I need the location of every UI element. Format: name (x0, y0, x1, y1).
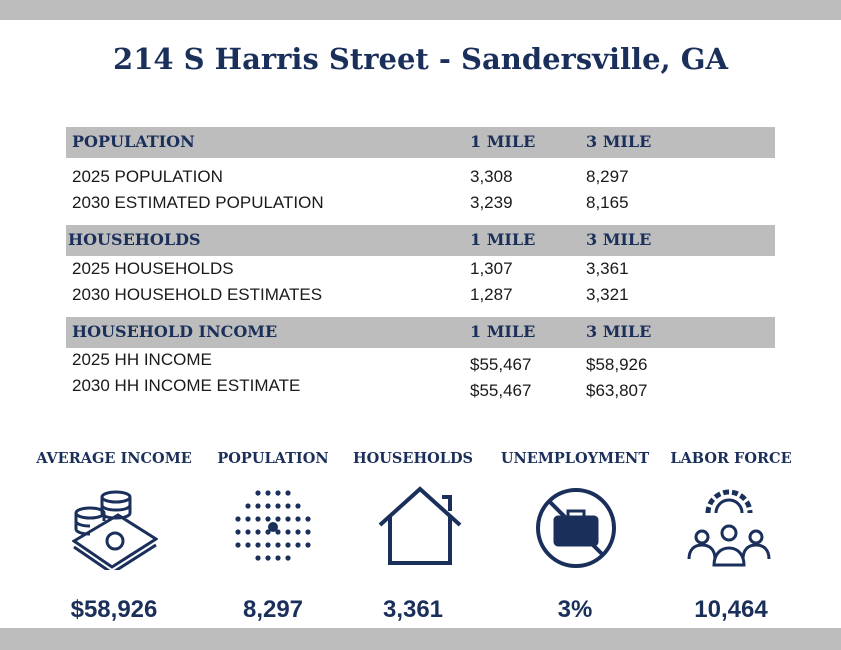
person-dot (255, 503, 261, 509)
income-icon (72, 490, 158, 570)
person-dot (285, 490, 291, 496)
person-dot (255, 490, 261, 496)
person-dot (285, 503, 291, 509)
person-dot (265, 516, 271, 522)
person-dot (295, 542, 301, 548)
person-dot (285, 555, 291, 561)
label-cell: 2030 HH INCOME ESTIMATE (72, 376, 301, 395)
header-cell: HOUSEHOLD INCOME (72, 322, 278, 341)
value-cell: $55,467 (470, 355, 532, 374)
value-cell: 8,297 (586, 167, 629, 186)
person-dot (285, 516, 291, 522)
value-cell: $55,467 (470, 381, 532, 400)
person-dot (255, 529, 261, 535)
person-dot (305, 516, 311, 522)
label-cell: 2025 POPULATION (72, 167, 223, 186)
header-cell: 1 MILE (470, 230, 536, 249)
person-dot (245, 529, 251, 535)
header-cell: 3 MILE (586, 322, 652, 341)
person-dot (275, 542, 281, 548)
section-header: HOUSEHOLD INCOME 1 MILE 3 MILE (66, 317, 775, 348)
label-cell: 2030 ESTIMATED POPULATION (72, 193, 324, 212)
value-cell: 1,287 (470, 285, 513, 304)
person-dot (295, 529, 301, 535)
value-cell: 8,165 (586, 193, 629, 212)
person-dot (265, 529, 271, 535)
person-dot (245, 542, 251, 548)
person-dot (275, 503, 281, 509)
stat-value: 8,297 (242, 596, 304, 623)
population-icon (235, 490, 311, 561)
title: 214 S Harris Street - Sandersville, GA (113, 42, 728, 76)
value-cell: 3,361 (586, 259, 629, 278)
unemployment-icon (536, 488, 616, 568)
stat-label: HOUSEHOLDS (352, 450, 474, 467)
person-dot (255, 542, 261, 548)
person-dot (235, 529, 241, 535)
value-cell: $63,807 (586, 381, 648, 400)
label-cell: 2025 HH INCOME (72, 350, 212, 369)
section-header: HOUSEHOLDS 1 MILE 3 MILE (66, 225, 775, 256)
stat-label: LABOR FORCE (670, 450, 792, 467)
person-dot (235, 516, 241, 522)
value-cell: 3,239 (470, 193, 513, 212)
header-cell: HOUSEHOLDS (68, 230, 201, 249)
person-dot (295, 516, 301, 522)
person-dot (265, 503, 271, 509)
section-header: POPULATION 1 MILE 3 MILE (66, 127, 775, 158)
stat-value: $58,926 (70, 596, 158, 623)
header-cell: POPULATION (72, 132, 195, 151)
header-cell: 1 MILE (470, 132, 536, 151)
stat-label: POPULATION (217, 450, 329, 467)
person-dot (285, 542, 291, 548)
person-dot (305, 529, 311, 535)
person-dot (245, 503, 251, 509)
house-icon (378, 486, 462, 565)
stat-label: AVERAGE INCOME (36, 450, 192, 467)
top-band (0, 0, 841, 20)
value-cell: 1,307 (470, 259, 513, 278)
value-cell: $58,926 (586, 355, 648, 374)
person-dot (255, 516, 261, 522)
value-cell: 3,308 (470, 167, 513, 186)
stat-value: 10,464 (694, 596, 768, 623)
stat-label: UNEMPLOYMENT (500, 450, 650, 467)
label-cell: 2030 HOUSEHOLD ESTIMATES (72, 285, 323, 304)
person-dot (265, 555, 271, 561)
person-dot (275, 490, 281, 496)
header-cell: 3 MILE (586, 230, 652, 249)
person-dot (275, 555, 281, 561)
stat-value: 3% (557, 596, 593, 623)
header-cell: 3 MILE (586, 132, 652, 151)
person-dot (265, 542, 271, 548)
person-dot (265, 490, 271, 496)
bottom-band (0, 628, 841, 650)
stat-value: 3,361 (382, 596, 444, 623)
person-dot (295, 503, 301, 509)
person-dot (235, 542, 241, 548)
person-dot (245, 516, 251, 522)
labor-icon (687, 489, 771, 567)
person-dot (275, 529, 281, 535)
label-cell: 2025 HOUSEHOLDS (72, 259, 234, 278)
person-dot (275, 516, 281, 522)
person-dot (305, 542, 311, 548)
header-cell: 1 MILE (470, 322, 536, 341)
person-dot (255, 555, 261, 561)
value-cell: 3,321 (586, 285, 629, 304)
person-dot (285, 529, 291, 535)
